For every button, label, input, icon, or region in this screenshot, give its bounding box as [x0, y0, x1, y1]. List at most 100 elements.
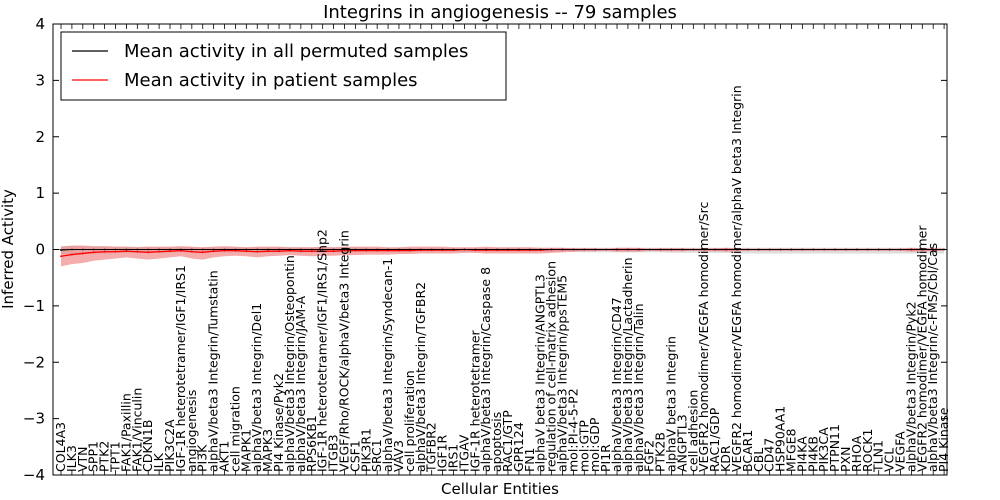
point-permuted-40: [496, 248, 498, 251]
x-tick-label: FGF2: [642, 440, 657, 472]
point-permuted-61: [725, 248, 727, 251]
point-permuted-19: [267, 248, 270, 251]
point-permuted-33: [419, 248, 422, 251]
y-tick-label: −3: [23, 410, 45, 428]
x-tick-label: alphaV/beta3 Integrin/Talin: [631, 304, 646, 473]
x-tick-label: alphaV/beta3 Integrin/Caspase 8: [478, 267, 493, 472]
point-patient-18: [256, 250, 259, 253]
x-tick-label: VEGFR2 homodimer/VEGFA homodimer/alphaV …: [729, 85, 744, 472]
point-permuted-49: [594, 248, 597, 251]
point-permuted-50: [605, 248, 608, 251]
point-permuted-29: [376, 248, 379, 251]
x-tick-label: ILK: [151, 452, 166, 472]
x-tick-label: CDKN1B: [140, 420, 155, 472]
x-tick-label: TGFBR2: [424, 422, 439, 473]
x-tick-label: alphaV beta3 Integrin/ANGPTL3: [533, 274, 548, 472]
point-patient-8: [147, 251, 150, 254]
x-tick-label: IGF-1R heterotetramer/IGF1/IRS1: [173, 265, 188, 472]
legend: Mean activity in all permuted samples Me…: [60, 31, 507, 101]
point-permuted-37: [463, 248, 466, 251]
point-permuted-70: [823, 248, 826, 251]
x-tick-label: alphaV/beta3 Integrin/Tumstatin: [206, 270, 221, 472]
point-permuted-15: [223, 248, 226, 251]
point-permuted-67: [790, 248, 793, 251]
x-tick-label: alphaV/beta3 Integrin/Del1: [249, 303, 264, 472]
point-patient-25: [332, 250, 335, 253]
x-tick-label: GPR124: [511, 422, 526, 472]
point-permuted-3: [92, 248, 95, 251]
x-tick-label: alphaV/beta3 Integrin/Lactadherin: [620, 257, 635, 472]
point-permuted-17: [245, 248, 248, 251]
x-tick-label: angiogenesis: [184, 390, 199, 472]
point-permuted-59: [703, 248, 706, 251]
x-tick-label: SPP1: [86, 441, 101, 472]
point-permuted-35: [441, 248, 444, 251]
point-permuted-43: [528, 248, 531, 251]
point-permuted-46: [561, 248, 564, 251]
x-tick-label: RPS6KB1: [304, 415, 319, 472]
point-permuted-69: [812, 248, 815, 251]
point-permuted-25: [332, 248, 335, 251]
x-tick-label: SRC1: [369, 439, 384, 472]
point-permuted-73: [855, 248, 858, 251]
point-patient-5: [114, 250, 117, 253]
x-tick-label: alphaV/beta3 Integrin/TGFBR2: [413, 282, 428, 472]
x-tick-label: RAC1/GDP: [707, 407, 722, 472]
legend-box: [60, 31, 507, 101]
x-tick-label: PXN: [838, 447, 853, 472]
point-permuted-57: [681, 248, 684, 251]
point-patient-20: [278, 250, 280, 253]
y-axis-label: Inferred Activity: [0, 189, 17, 309]
point-permuted-62: [736, 248, 738, 251]
x-tick-label: regulation of cell-matrix adhesion: [544, 261, 559, 472]
x-tick-label: PTK2: [97, 441, 112, 472]
x-tick-label: IGF-1R heterotetramer/IGF1/IRS1/Shp2: [315, 229, 330, 472]
point-permuted-54: [648, 248, 651, 251]
point-permuted-20: [278, 248, 280, 251]
point-permuted-16: [234, 248, 237, 251]
x-tick-label: PI1R: [598, 444, 613, 472]
point-permuted-26: [343, 248, 346, 251]
point-permuted-0: [60, 249, 62, 251]
point-permuted-71: [834, 248, 836, 251]
point-patient-14: [212, 250, 215, 253]
point-permuted-55: [659, 248, 662, 251]
x-tick-label: VEGFR2 homodimer/VEGFA homodimer/Src: [696, 202, 711, 472]
y-axis: −4 −3 −2 −1 0 1 2 3 4: [23, 15, 947, 484]
point-permuted-21: [289, 248, 291, 251]
chart-title: Integrins in angiogenesis -- 79 samples: [323, 2, 677, 23]
x-tick-label: mol:GDP: [587, 417, 602, 472]
point-patient-19: [267, 250, 270, 253]
point-permuted-36: [452, 248, 455, 251]
point-permuted-56: [670, 248, 673, 251]
point-permuted-9: [158, 248, 161, 251]
legend-label-permuted: Mean activity in all permuted samples: [124, 41, 468, 62]
point-permuted-12: [190, 248, 193, 251]
point-permuted-27: [354, 248, 357, 251]
x-tick-label: VEGF/Rho/ROCK/alphaV/beta3 Integrin: [336, 230, 351, 472]
series-line-permuted: [60, 248, 945, 251]
point-patient-7: [136, 250, 139, 253]
point-permuted-51: [616, 248, 618, 251]
x-tick-label: AKT1: [217, 441, 232, 472]
x-tick-label: COL4A3: [53, 422, 68, 472]
x-tick-label: FN1: [522, 448, 537, 473]
point-permuted-2: [81, 248, 84, 251]
point-permuted-78: [910, 248, 913, 251]
x-tick-label: KDR: [718, 445, 733, 472]
point-patient-23: [310, 250, 313, 253]
x-tick-label: alphaV beta3 Integrin: [664, 336, 679, 472]
point-permuted-74: [866, 248, 869, 251]
point-permuted-8: [147, 248, 150, 251]
point-patient-2: [81, 252, 84, 255]
point-permuted-14: [212, 248, 215, 251]
point-permuted-18: [256, 248, 259, 251]
x-tick-label: alphaV/beta3 Integrin/Pyk2: [903, 301, 918, 472]
x-tick-label: VAV3: [391, 440, 406, 472]
point-permuted-6: [125, 248, 128, 251]
x-tick-label: cell adhesion: [685, 390, 700, 472]
x-tick-label: CSF1: [347, 440, 362, 472]
point-permuted-24: [321, 248, 324, 251]
point-permuted-66: [779, 248, 782, 251]
